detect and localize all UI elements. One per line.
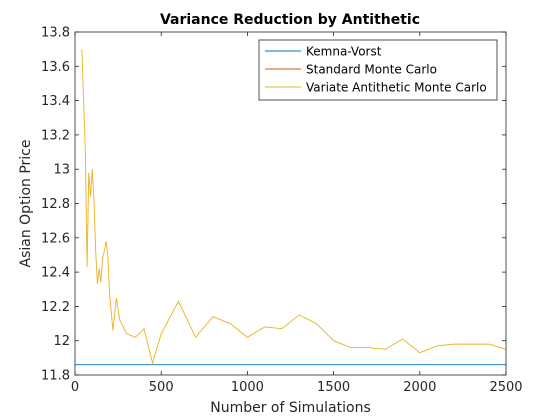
ticks-layer: 0 500 1000 1500 2000 2500 11.8 12 12.2 12.4 12.6 12… (41, 26, 523, 396)
y-tick-label: 12.6 (41, 231, 70, 246)
y-tick-label: 13 (53, 163, 70, 178)
x-tick-label: 2500 (489, 380, 522, 395)
series-line-2 (81, 49, 507, 365)
y-tick-label: 11.8 (41, 369, 70, 384)
y-tick-label: 12.4 (41, 266, 70, 281)
legend-box (258, 39, 498, 101)
legend-label: Variate Antithetic Monte Carlo (306, 81, 487, 95)
legend: Kemna-Vorst Standard Monte Carlo Variate A… (258, 39, 498, 101)
chart-title: Variance Reduction by Antithetic (160, 12, 420, 28)
x-tick-label: 0 (71, 380, 79, 395)
y-tick-label: 12.8 (41, 197, 70, 212)
x-axis-title: Number of Simulations (210, 400, 371, 416)
x-tick-label: 1000 (231, 380, 264, 395)
y-axis-title: Asian Option Price (18, 140, 34, 268)
y-tick-label: 13.6 (41, 60, 70, 75)
legend-label: Kemna-Vorst (306, 45, 382, 59)
series-layer (75, 49, 507, 366)
y-tick-label: 12.2 (41, 300, 70, 315)
y-tick-label: 13.4 (41, 94, 70, 109)
y-tick-label: 12 (53, 334, 70, 349)
x-tick-label: 2000 (403, 380, 436, 395)
y-tick-label: 13.2 (41, 128, 70, 143)
x-tick-label: 1500 (317, 380, 350, 395)
y-tick-label: 13.8 (41, 26, 70, 41)
legend-label: Standard Monte Carlo (306, 63, 437, 77)
x-tick-label: 500 (149, 380, 174, 395)
